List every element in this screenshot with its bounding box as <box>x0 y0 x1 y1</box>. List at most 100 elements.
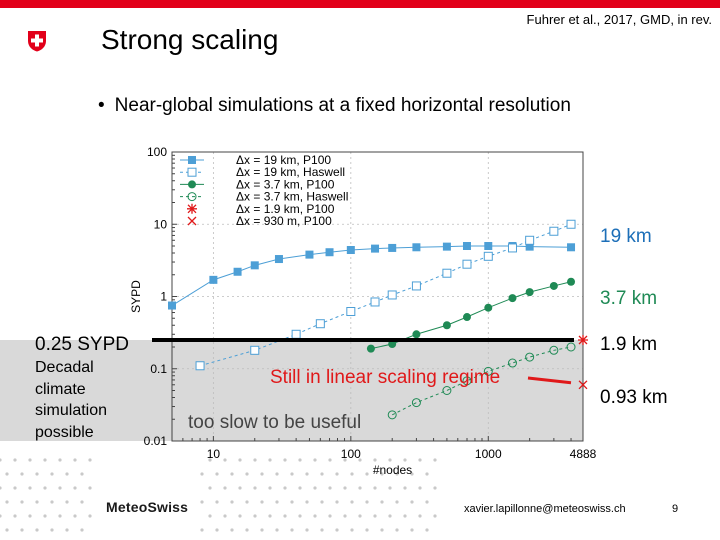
y-axis-label: SYPD <box>129 280 143 313</box>
decorative-dot <box>20 528 24 532</box>
decorative-dot <box>433 514 437 518</box>
decorative-dot <box>343 514 347 518</box>
decorative-dot <box>298 458 302 462</box>
decorative-dot <box>200 500 204 504</box>
decorative-dot <box>260 500 264 504</box>
legend-entry-label: Δx = 1.9 km, P100 <box>236 202 335 216</box>
decadal-note: Decadal climate simulation possible <box>35 357 107 443</box>
legend-entry-label: Δx = 3.7 km, P100 <box>236 177 335 191</box>
data-point <box>370 297 380 307</box>
legend-swatch-marker <box>188 180 196 189</box>
decorative-dot <box>350 500 354 504</box>
decorative-dot <box>215 500 219 504</box>
decorative-dot <box>373 458 377 462</box>
decorative-dot <box>58 458 62 462</box>
data-point <box>578 380 588 390</box>
decorative-dot <box>290 472 294 476</box>
decorative-dot <box>208 514 212 518</box>
page-number: 9 <box>672 503 679 515</box>
decorative-dot <box>200 472 204 476</box>
decorative-dot <box>343 486 347 490</box>
decorative-dot <box>305 528 309 532</box>
data-point <box>525 235 535 245</box>
threshold-label: 0.25 SYPD <box>35 334 129 355</box>
decorative-dot <box>358 486 362 490</box>
decorative-dot <box>343 458 347 462</box>
res-label-0-93km: 0.93 km <box>600 387 668 408</box>
decorative-dot <box>425 472 429 476</box>
decorative-dot <box>380 472 384 476</box>
decorative-dot <box>43 514 47 518</box>
legend-swatch-marker <box>187 167 197 177</box>
decorative-dot <box>268 458 272 462</box>
decorative-dot <box>253 486 257 490</box>
decorative-dot <box>35 528 39 532</box>
decadal-note-line: climate <box>35 380 86 398</box>
bullet-point: • Near-global simulations at a fixed hori… <box>98 95 571 117</box>
decorative-dot <box>433 486 437 490</box>
decorative-dot <box>305 472 309 476</box>
data-point <box>388 340 397 349</box>
data-point <box>371 244 380 253</box>
x-tick-label: 4888 <box>570 447 597 461</box>
legend-swatch-marker <box>187 203 197 214</box>
y-tick-label: 1 <box>160 290 167 304</box>
data-point <box>412 243 421 252</box>
legend-entry-label: Δx = 930 m, P100 <box>236 214 332 228</box>
data-point <box>484 303 493 312</box>
decorative-dot <box>298 486 302 490</box>
decadal-note-line: possible <box>35 423 94 441</box>
decorative-dot <box>365 472 369 476</box>
decorative-dot <box>0 458 2 462</box>
decorative-dot <box>65 528 69 532</box>
data-point <box>462 376 472 386</box>
data-point <box>483 251 493 261</box>
decorative-dot <box>298 514 302 518</box>
decorative-dot <box>5 528 9 532</box>
data-point <box>442 268 452 278</box>
series-3 <box>387 342 576 420</box>
decorative-dot <box>20 472 24 476</box>
data-point <box>442 242 451 251</box>
data-point <box>578 334 588 345</box>
y-tick-label: 0.1 <box>150 362 167 376</box>
data-point <box>525 288 534 297</box>
decorative-dot <box>223 486 227 490</box>
axis-ticks: 0.01 0.1 1 10 100 10 100 1000 4888 <box>144 145 597 461</box>
decorative-dot <box>230 528 234 532</box>
data-point <box>412 330 421 339</box>
decorative-dot <box>418 514 422 518</box>
regime-arrow <box>527 376 572 385</box>
decorative-dot <box>28 486 32 490</box>
decorative-dot <box>418 486 422 490</box>
data-point <box>442 321 451 330</box>
decorative-dot <box>365 528 369 532</box>
data-point <box>566 219 576 229</box>
decorative-dot <box>43 486 47 490</box>
decorative-dot <box>350 472 354 476</box>
decorative-dot <box>403 514 407 518</box>
decorative-dot <box>28 458 32 462</box>
decorative-dot <box>80 472 84 476</box>
decorative-dot <box>335 472 339 476</box>
decorative-dot <box>380 500 384 504</box>
decorative-dot <box>73 514 77 518</box>
decorative-dot <box>253 458 257 462</box>
data-point <box>566 342 576 352</box>
decorative-dot <box>35 472 39 476</box>
decorative-dot <box>73 458 77 462</box>
decorative-dot <box>238 486 242 490</box>
y-tick-label: 10 <box>154 217 168 231</box>
x-tick-label: 100 <box>341 447 361 461</box>
data-point <box>366 344 375 353</box>
data-point <box>346 246 355 255</box>
swiss-cross-icon <box>28 31 46 52</box>
decadal-note-line: Decadal <box>35 359 94 376</box>
data-point <box>346 306 356 316</box>
decorative-dot <box>275 528 279 532</box>
data-point <box>567 243 576 252</box>
decorative-dot <box>65 472 69 476</box>
decorative-dot <box>215 472 219 476</box>
